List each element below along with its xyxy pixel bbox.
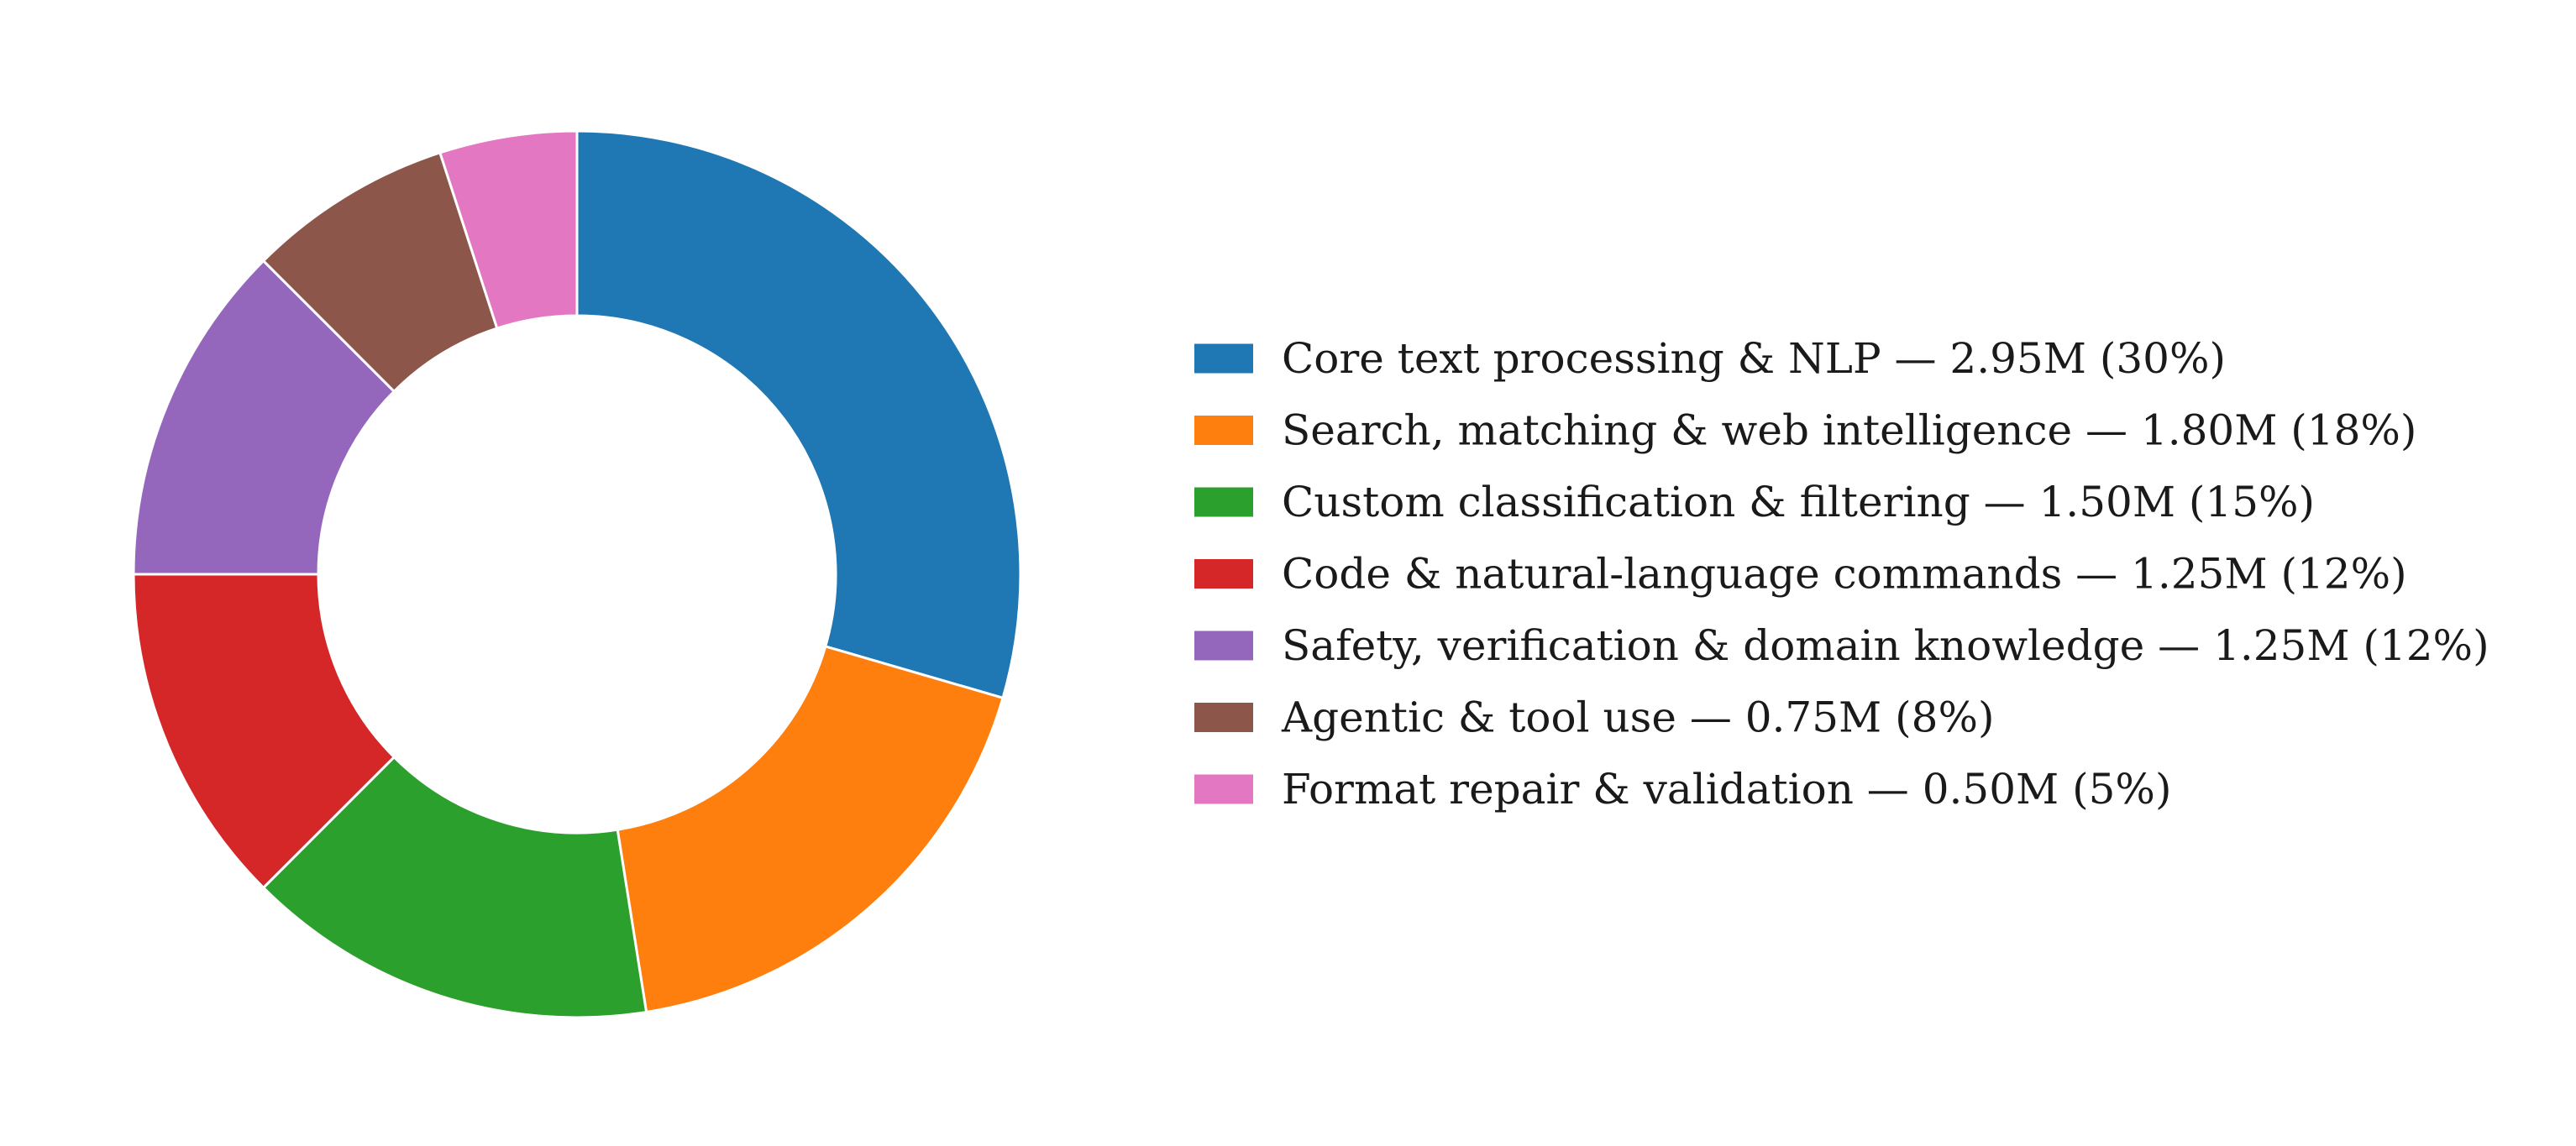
donut-slice-3 xyxy=(261,755,648,1019)
legend-label: Search, matching & web intelligence — 1.… xyxy=(1282,406,2416,455)
legend-swatch xyxy=(1194,703,1253,732)
legend-entry-1: Core text processing & NLP — 2.95M (30%) xyxy=(1194,334,2226,383)
legend-entry-4: Code & natural-language commands — 1.25M… xyxy=(1194,550,2407,599)
donut-slice-2 xyxy=(616,645,1005,1014)
donut-slices xyxy=(132,129,1022,1019)
donut-slice-4 xyxy=(132,573,396,890)
donut-slice-1 xyxy=(575,129,1022,700)
legend-label: Code & natural-language commands — 1.25M… xyxy=(1282,550,2407,599)
legend-entry-3: Custom classification & filtering — 1.50… xyxy=(1194,478,2315,526)
legend-label: Safety, verification & domain knowledge … xyxy=(1282,621,2489,670)
legend-entry-5: Safety, verification & domain knowledge … xyxy=(1194,621,2489,670)
legend-entry-6: Agentic & tool use — 0.75M (8%) xyxy=(1194,693,1994,742)
donut-slice-7 xyxy=(438,129,579,330)
donut-slice-5 xyxy=(132,259,396,576)
legend-label: Core text processing & NLP — 2.95M (30%) xyxy=(1282,334,2226,383)
legend-entry-7: Format repair & validation — 0.50M (5%) xyxy=(1194,765,2171,814)
legend-swatch xyxy=(1194,343,1253,374)
legend: Core text processing & NLP — 2.95M (30%)… xyxy=(1194,334,2489,814)
legend-swatch xyxy=(1194,487,1253,517)
legend-swatch xyxy=(1194,416,1253,445)
legend-swatch xyxy=(1194,774,1253,804)
legend-label: Custom classification & filtering — 1.50… xyxy=(1282,478,2315,526)
legend-label: Format repair & validation — 0.50M (5%) xyxy=(1282,765,2171,814)
legend-swatch xyxy=(1194,631,1253,661)
legend-label: Agentic & tool use — 0.75M (8%) xyxy=(1281,693,1994,742)
legend-swatch xyxy=(1194,559,1253,589)
legend-entry-2: Search, matching & web intelligence — 1.… xyxy=(1194,406,2416,455)
